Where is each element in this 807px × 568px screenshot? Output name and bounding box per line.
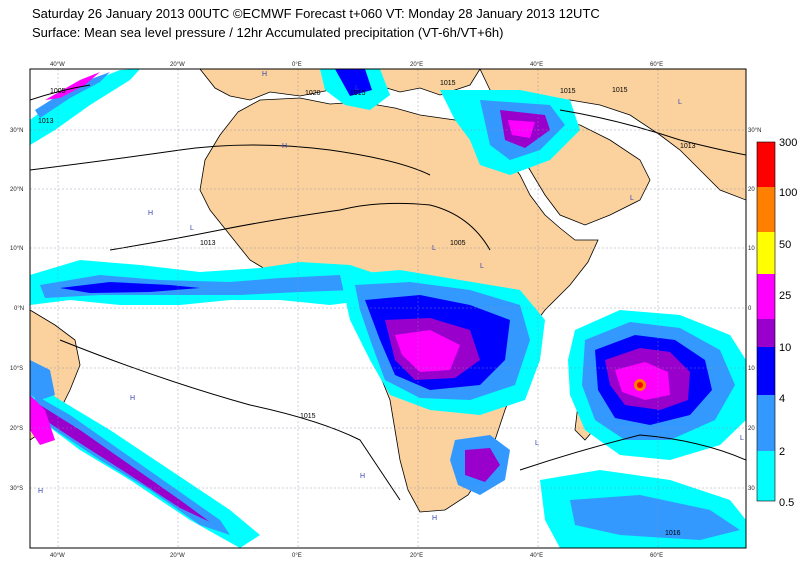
isobar-1016-southeast xyxy=(519,434,746,471)
high-pressure-marker: H xyxy=(38,488,43,495)
isobar-label: 1020 xyxy=(305,90,321,97)
isobar-label: 1016 xyxy=(665,530,681,537)
legend-label: 25 xyxy=(779,290,791,302)
lon-tick: 20°E xyxy=(410,62,423,68)
longitude-ticks-top: 40°W 20°W 0°E 20°E 40°E 60°E xyxy=(50,62,663,68)
lat-tick: 20°N xyxy=(10,187,23,193)
precipitation-areas xyxy=(30,69,746,548)
high-pressure-marker: H xyxy=(360,473,365,480)
map-frame xyxy=(29,68,747,549)
isobars xyxy=(30,84,746,501)
lat-tick: 30°N xyxy=(748,128,761,134)
isobar-label: 1005 xyxy=(50,88,66,95)
lat-tick: 30 xyxy=(748,486,755,492)
lon-tick: 0°E xyxy=(292,62,302,68)
legend-swatch-25-10 xyxy=(757,274,775,319)
legend-label: 0.5 xyxy=(779,497,794,509)
lon-tick: 20°W xyxy=(170,553,185,559)
isobar-1013-central xyxy=(109,202,491,251)
isobar-label: 1015 xyxy=(350,90,366,97)
isobar-labels: 1005 1013 1020 1015 1015 1015 1013 1013 … xyxy=(38,80,696,537)
low-pressure-marker: L xyxy=(432,245,436,252)
low-pressure-marker: L xyxy=(678,99,682,106)
high-pressure-marker: H xyxy=(148,210,153,217)
legend-label: 4 xyxy=(779,393,785,405)
lat-tick: 0 xyxy=(748,306,752,312)
pressure-centres: H L H H L L L L L H H H H L L xyxy=(38,71,744,522)
lat-tick: 0°N xyxy=(14,306,24,312)
legend-swatch-10-4a xyxy=(757,319,775,347)
isobar-1015-south xyxy=(59,339,401,501)
lon-tick: 40°W xyxy=(50,553,65,559)
lat-tick: 30°N xyxy=(10,128,23,134)
graticule xyxy=(30,69,746,548)
precip-north-atlantic xyxy=(30,69,140,145)
isobar-label: 1015 xyxy=(560,88,576,95)
isobar-1013-east xyxy=(559,109,746,156)
legend-swatch-2-0.5 xyxy=(757,451,775,501)
lat-tick: 10°N xyxy=(10,246,23,252)
isobar-label: 1015 xyxy=(612,87,628,94)
precip-south-atlantic xyxy=(30,380,260,548)
lon-tick: 0°E xyxy=(292,553,302,559)
lon-tick: 20°W xyxy=(170,62,185,68)
isobar-1013-north xyxy=(30,144,431,176)
isobar-label: 1015 xyxy=(300,413,316,420)
low-pressure-marker: L xyxy=(740,435,744,442)
high-pressure-marker: H xyxy=(282,143,287,150)
high-pressure-marker: H xyxy=(262,71,267,78)
lon-tick: 40°E xyxy=(530,62,543,68)
low-pressure-marker: L xyxy=(190,225,194,232)
lat-tick: 20 xyxy=(748,187,755,193)
isobar-label: 1005 xyxy=(450,240,466,247)
legend-label: 2 xyxy=(779,446,785,458)
precipitation-legend: 300 100 50 25 10 4 2 0.5 xyxy=(756,137,797,509)
legend-swatch-300-100 xyxy=(757,142,775,187)
legend-swatch-50-25 xyxy=(757,232,775,274)
low-pressure-marker: L xyxy=(535,440,539,447)
high-pressure-marker: H xyxy=(130,395,135,402)
lon-tick: 40°E xyxy=(530,553,543,559)
lon-tick: 40°W xyxy=(50,62,65,68)
lat-tick: 10 xyxy=(748,246,755,252)
lat-tick: 20°S xyxy=(10,426,23,432)
isobar-label: 1013 xyxy=(680,143,696,150)
legend-label: 100 xyxy=(779,187,797,199)
high-pressure-marker: H xyxy=(432,515,437,522)
low-pressure-marker: L xyxy=(355,85,359,92)
low-pressure-marker: L xyxy=(630,195,634,202)
lat-tick: 10°S xyxy=(10,366,23,372)
legend-label: 50 xyxy=(779,239,791,251)
legend-label: 10 xyxy=(779,342,791,354)
isobar-label: 1013 xyxy=(38,118,54,125)
lon-tick: 20°E xyxy=(410,553,423,559)
low-pressure-marker: L xyxy=(480,263,484,270)
lon-tick: 60°E xyxy=(650,62,663,68)
lon-tick: 60°E xyxy=(650,553,663,559)
legend-swatch-10-4 xyxy=(757,347,775,395)
longitude-ticks-bottom: 40°W 20°W 0°E 20°E 40°E 60°E xyxy=(50,553,663,559)
map-title: Saturday 26 January 2013 00UTC ©ECMWF Fo… xyxy=(32,6,600,21)
lat-tick: 10 xyxy=(748,366,755,372)
isobar-label: 1013 xyxy=(200,240,216,247)
latitude-ticks-left: 30°N 20°N 10°N 0°N 10°S 20°S 30°S xyxy=(10,128,24,492)
isobar-label: 1015 xyxy=(440,80,456,87)
lat-tick: 20 xyxy=(748,426,755,432)
isobar-1005-nw xyxy=(30,84,91,101)
latitude-ticks-right: 30°N 20 10 0 10 20 30 xyxy=(748,128,761,492)
legend-swatch-100-50 xyxy=(757,187,775,232)
lat-tick: 30°S xyxy=(10,486,23,492)
legend-label: 300 xyxy=(779,137,797,149)
legend-swatch-4-2 xyxy=(757,395,775,451)
map-subtitle: Surface: Mean sea level pressure / 12hr … xyxy=(32,25,504,40)
